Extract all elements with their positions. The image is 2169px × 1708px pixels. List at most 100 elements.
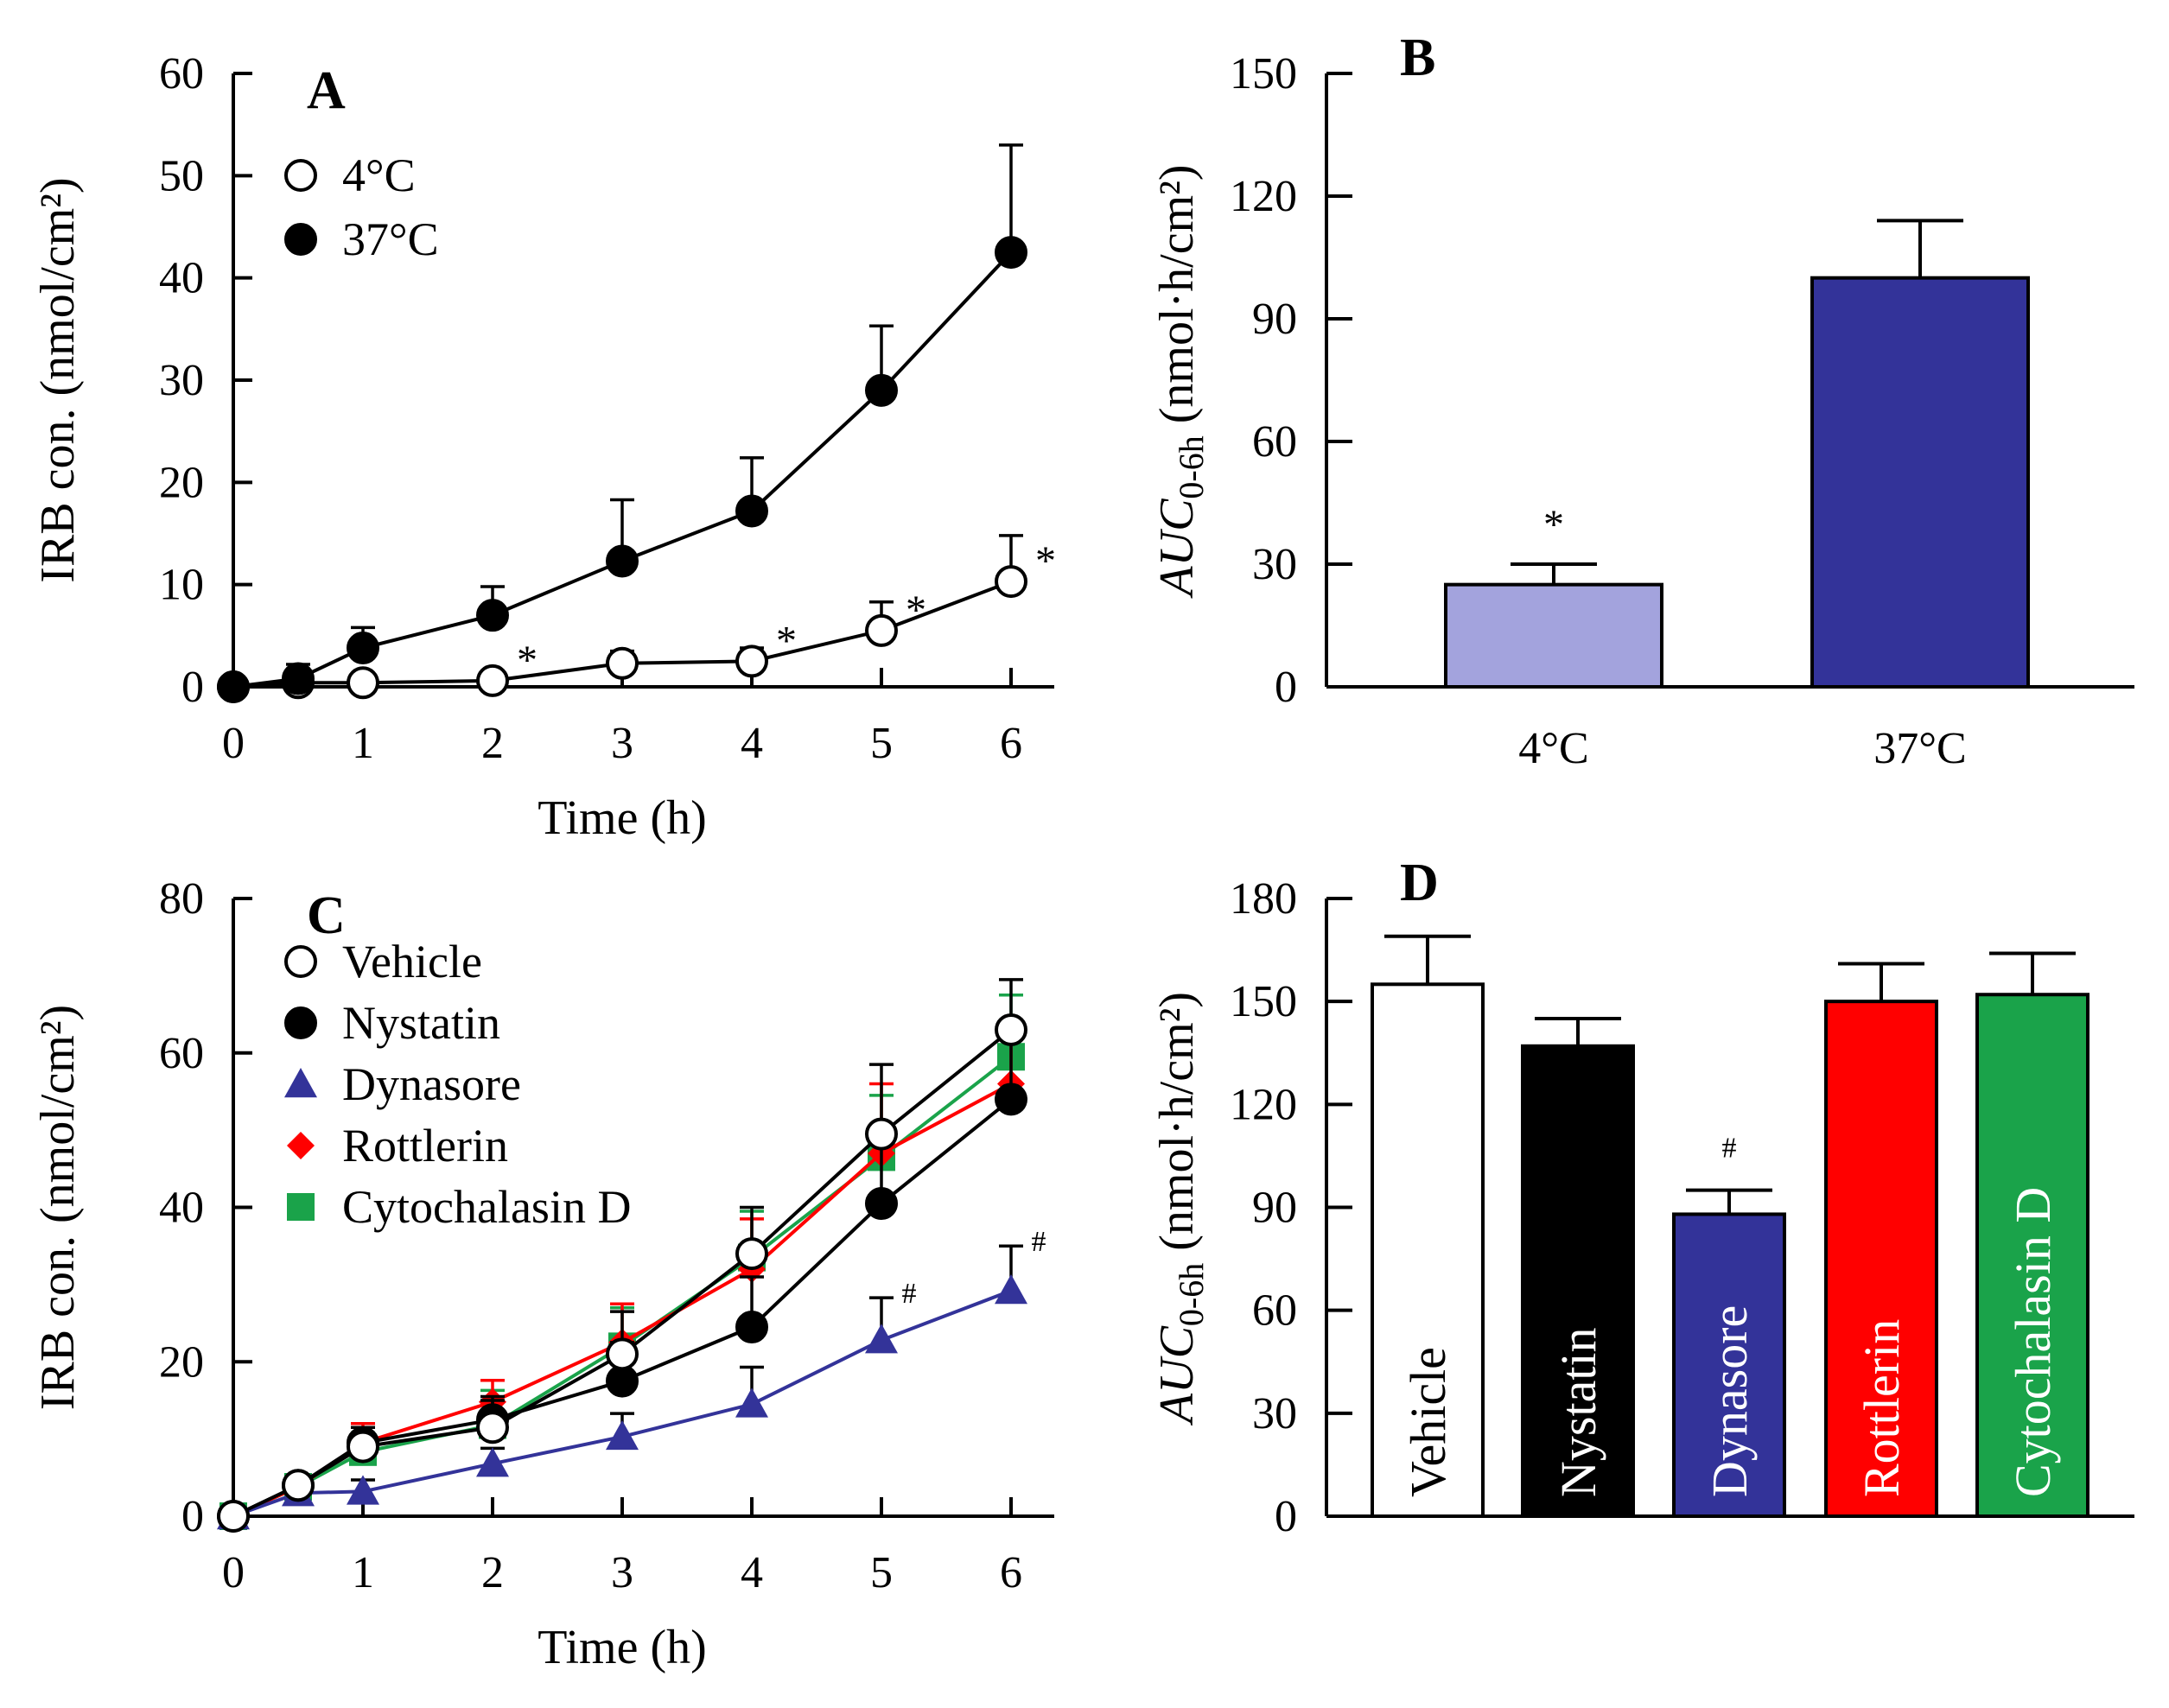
y-tick-label: 120 xyxy=(1230,172,1297,221)
y-tick-label: 60 xyxy=(1252,1286,1297,1336)
y-tick-label: 10 xyxy=(159,561,204,610)
data-point xyxy=(735,1237,768,1271)
y-tick-label: 0 xyxy=(1275,1492,1297,1541)
x-tick-label: 5 xyxy=(870,719,893,768)
bar-group-37-c: 37°C xyxy=(1810,219,2030,773)
significance-mark: * xyxy=(776,618,797,664)
bar xyxy=(1444,582,1663,689)
series-vehicle xyxy=(217,978,1027,1533)
significance-mark: # xyxy=(902,1278,917,1310)
x-tick-label: 6 xyxy=(1000,719,1022,768)
y-axis-label-main: AUC xyxy=(1150,1325,1204,1426)
panel-d-bar-chart: 0 30 60 90 120 150 180 AUC0-6h (nmol·h/cm²) D Veh… xyxy=(1150,854,2134,1541)
data-point xyxy=(735,1387,768,1418)
data-point xyxy=(282,662,315,695)
data-point xyxy=(995,236,1027,270)
data-point xyxy=(865,1324,898,1354)
x-tick-label: 1 xyxy=(352,719,374,768)
bar-label: Vehicle xyxy=(1400,1347,1456,1497)
legend-marker xyxy=(284,1006,317,1039)
data-point xyxy=(865,373,898,407)
x-tick-label: 2 xyxy=(481,1548,504,1597)
legend-marker xyxy=(284,223,317,256)
data-point xyxy=(347,1430,379,1464)
y-axis-label: AUC0-6h (nmol·h/cm²) xyxy=(1150,164,1211,599)
y-tick-label: 90 xyxy=(1252,1184,1297,1233)
data-point xyxy=(217,670,250,703)
x-tick-label: 2 xyxy=(481,719,504,768)
data-point xyxy=(606,1337,639,1371)
x-axis-label: Time (h) xyxy=(537,791,707,845)
significance-mark: # xyxy=(1722,1133,1737,1165)
data-point xyxy=(735,494,768,528)
x-tick-label: 0 xyxy=(222,1548,245,1597)
panel-a-line-chart: 0 10 20 30 40 50 60 0 1 2 3 4 5 6 Time (h) IRB con. (nm… xyxy=(31,49,1056,845)
legend-marker xyxy=(287,1132,315,1159)
bar-label: Dynasore xyxy=(1701,1305,1758,1497)
bar-group-rottlerin: Rottlerin xyxy=(1824,962,1938,1518)
data-point xyxy=(476,1447,509,1477)
y-tick-label: 150 xyxy=(1230,977,1297,1026)
y-tick-label: 40 xyxy=(159,254,204,303)
bar-group-vehicle: Vehicle xyxy=(1371,934,1485,1518)
legend-label: Vehicle xyxy=(342,936,482,987)
significance-mark: * xyxy=(1543,502,1564,548)
significance-mark: * xyxy=(1035,538,1056,584)
y-tick-label: 30 xyxy=(1252,540,1297,589)
y-tick-label: 120 xyxy=(1230,1080,1297,1129)
data-point xyxy=(476,599,509,632)
y-axis-label: IRB con. (nmol/cm²) xyxy=(31,1005,85,1410)
data-point xyxy=(606,646,639,680)
y-tick-label: 90 xyxy=(1252,295,1297,344)
x-tick-label: 4 xyxy=(741,719,763,768)
bar-group-dynasore: Dynasore # xyxy=(1672,1133,1786,1518)
y-axis-label: IRB con. (nmol/cm²) xyxy=(31,177,85,582)
data-point xyxy=(282,1469,315,1502)
bar xyxy=(1975,993,2089,1518)
y-tick-label: 20 xyxy=(159,458,204,507)
x-tick-label: 1 xyxy=(352,1548,374,1597)
y-axis-label-units: (nmol·h/cm²) xyxy=(1150,992,1204,1263)
significance-mark: # xyxy=(1032,1226,1046,1258)
y-tick-label: 60 xyxy=(1252,417,1297,467)
y-tick-label: 40 xyxy=(159,1184,204,1233)
x-tick-label: 4°C xyxy=(1518,724,1588,773)
legend-label: 37°C xyxy=(342,213,439,265)
y-tick-label: 80 xyxy=(159,874,204,924)
panel-c-line-chart: 0 20 40 60 80 0 1 2 3 4 5 6 Time (h) IRB con. (nmol/c… xyxy=(31,874,1054,1674)
bar-group-nystatin: Nystatin xyxy=(1521,1017,1635,1518)
y-tick-label: 0 xyxy=(181,1492,204,1541)
legend-label: Dynasore xyxy=(342,1058,521,1110)
y-axis-label-subscript: 0-6h xyxy=(1172,1263,1211,1326)
bar xyxy=(1371,982,1485,1518)
x-tick-label: 37°C xyxy=(1873,724,1966,773)
data-point xyxy=(217,1500,250,1533)
data-point xyxy=(865,613,898,647)
data-point xyxy=(347,666,379,700)
data-point xyxy=(606,1419,639,1451)
legend-label: Cytochalasin D xyxy=(342,1181,631,1233)
y-axis-label-subscript: 0-6h xyxy=(1172,435,1211,498)
legend-entry-cytochalasin-d: Cytochalasin D xyxy=(287,1181,631,1233)
legend-entry-nystatin: Nystatin xyxy=(284,997,500,1049)
legend-entry-rottlerin: Rottlerin xyxy=(287,1120,508,1171)
data-point xyxy=(606,544,639,578)
legend-label: 4°C xyxy=(342,149,416,201)
legend-entry-37-c: 37°C xyxy=(284,213,439,265)
bar xyxy=(1824,1000,1938,1518)
data-point xyxy=(995,1083,1027,1116)
bar xyxy=(1810,276,2030,689)
y-tick-label: 50 xyxy=(159,151,204,200)
panel-label: A xyxy=(307,61,346,120)
panel-label: B xyxy=(1400,29,1435,87)
data-point xyxy=(476,664,509,697)
y-axis-label-units: (nmol·h/cm²) xyxy=(1150,164,1204,435)
panel-label: C xyxy=(307,886,346,945)
bar-group-4-c: 4°C * xyxy=(1444,502,1663,773)
legend-marker xyxy=(284,159,317,192)
series-rottlerin xyxy=(219,1020,1025,1530)
y-tick-label: 150 xyxy=(1230,49,1297,98)
data-point xyxy=(995,1013,1027,1046)
x-tick-label: 5 xyxy=(870,1548,893,1597)
